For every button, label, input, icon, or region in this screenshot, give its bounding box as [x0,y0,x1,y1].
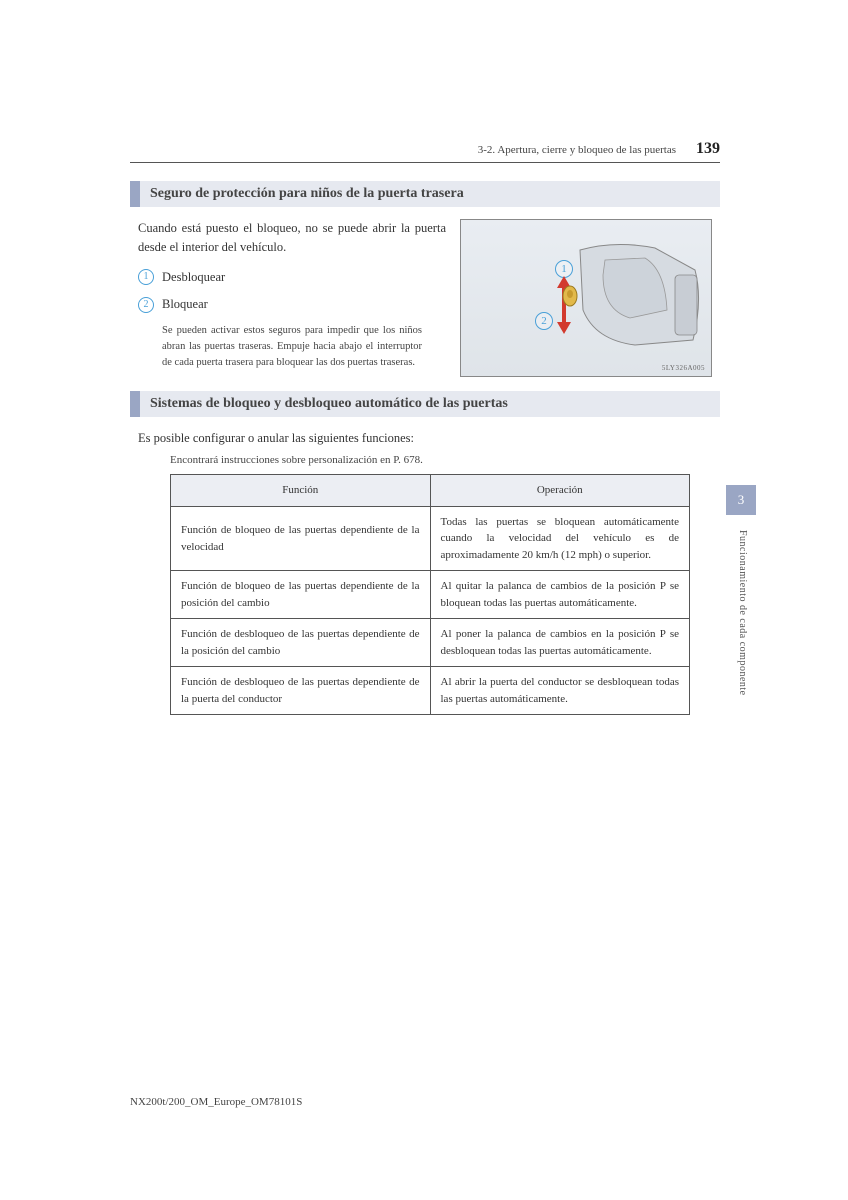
list-item: 1 Desbloquear [138,268,446,287]
section1-left-column: Cuando está puesto el bloqueo, no se pue… [138,219,446,377]
table-cell: Función de desbloqueo de las puertas dep… [171,667,431,715]
table-cell: Al quitar la palanca de cambios de la po… [430,571,690,619]
breadcrumb: 3-2. Apertura, cierre y bloqueo de las p… [478,144,676,156]
section-accent-bar [130,391,140,417]
table-cell: Todas las puertas se bloquean automática… [430,506,690,571]
chapter-vertical-label: Funcionamiento de cada componente [734,530,748,696]
page-number: 139 [696,140,720,158]
section-heading-child-lock: Seguro de protección para niños de la pu… [130,181,720,207]
circle-number-icon: 1 [138,269,154,285]
section1-note: Se pueden activar estos seguros para imp… [162,323,422,372]
list-item: 2 Bloquear [138,295,446,314]
figure-code: 5LY326A005 [662,364,705,372]
table-cell: Función de bloqueo de las puertas depend… [171,571,431,619]
functions-table: Función Operación Función de bloqueo de … [170,474,690,715]
door-lock-figure: 1 2 5LY326A005 [460,219,712,377]
chapter-tab: 3 [726,485,756,515]
section-title: Seguro de protección para niños de la pu… [140,181,720,207]
list-item-label: Desbloquear [162,268,225,287]
circle-number-icon: 2 [138,297,154,313]
table-row: Función de desbloqueo de las puertas dep… [171,667,690,715]
footer-doc-id: NX200t/200_OM_Europe_OM78101S [130,1096,302,1108]
section-heading-auto-lock: Sistemas de bloqueo y desbloqueo automát… [130,391,720,417]
section1-body: Cuando está puesto el bloqueo, no se pue… [138,219,712,377]
page-content: 3-2. Apertura, cierre y bloqueo de las p… [130,140,720,715]
table-body: Función de bloqueo de las puertas depend… [171,506,690,715]
table-cell: Función de desbloqueo de las puertas dep… [171,619,431,667]
table-cell: Al abrir la puerta del conductor se desb… [430,667,690,715]
car-door-illustration [575,240,705,350]
section2-lead: Es posible configurar o anular las sigui… [138,429,712,448]
figure-marker-2: 2 [535,312,553,330]
numbered-list: 1 Desbloquear 2 Bloquear [138,268,446,315]
table-row: Función de bloqueo de las puertas depend… [171,506,690,571]
section1-intro: Cuando está puesto el bloqueo, no se pue… [138,219,446,258]
table-row: Función de desbloqueo de las puertas dep… [171,619,690,667]
table-cell: Función de bloqueo de las puertas depend… [171,506,431,571]
table-cell: Al poner la palanca de cambios en la pos… [430,619,690,667]
page-header: 3-2. Apertura, cierre y bloqueo de las p… [130,140,720,163]
lock-lever-icon [561,284,579,308]
section2-subnote: Encontrará instrucciones sobre personali… [170,454,712,466]
section-accent-bar [130,181,140,207]
table-header-cell: Función [171,475,431,507]
list-item-label: Bloquear [162,295,208,314]
section-title: Sistemas de bloqueo y desbloqueo automát… [140,391,720,417]
table-header-row: Función Operación [171,475,690,507]
table-header-cell: Operación [430,475,690,507]
table-row: Función de bloqueo de las puertas depend… [171,571,690,619]
